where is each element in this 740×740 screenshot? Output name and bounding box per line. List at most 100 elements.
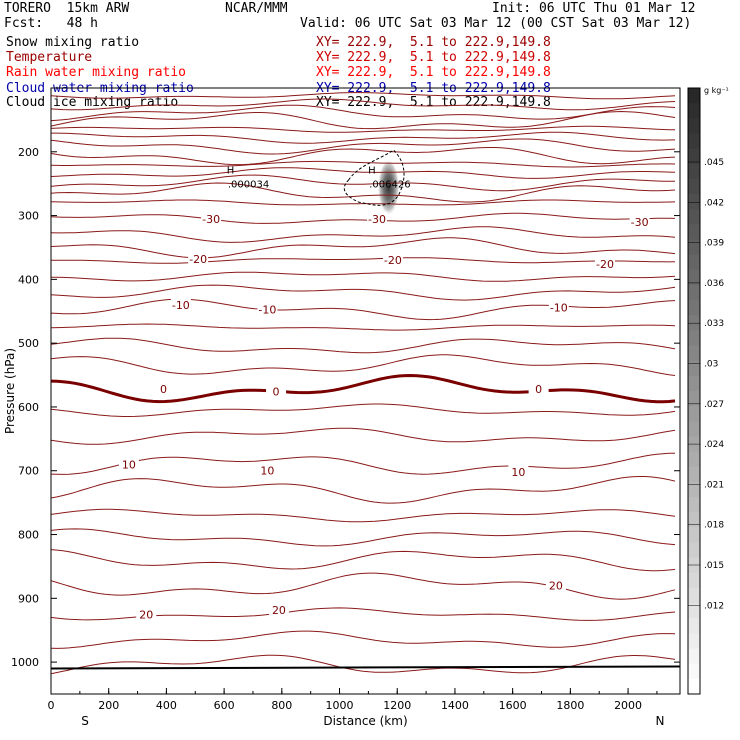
colorbar-swatch bbox=[688, 269, 700, 286]
colorbar-swatch bbox=[688, 254, 700, 271]
isotherm-line bbox=[50, 212, 676, 224]
x-tick-label: 0 bbox=[48, 699, 55, 712]
colorbar-tick-label: .024 bbox=[704, 440, 724, 450]
colorbar-swatch bbox=[688, 224, 700, 240]
colorbar-swatch bbox=[688, 148, 700, 165]
isotherm-line bbox=[50, 630, 676, 649]
isotherm-label-bg bbox=[545, 578, 566, 591]
isotherm-line bbox=[50, 298, 676, 321]
x-axis-label: Distance (km) bbox=[323, 714, 407, 728]
y-tick-label: 1000 bbox=[11, 656, 39, 669]
isotherm-line bbox=[50, 138, 676, 155]
isotherm-line bbox=[50, 125, 676, 133]
isotherm-label: -30 bbox=[368, 213, 386, 226]
isotherm-label: -20 bbox=[596, 258, 614, 271]
legend-rain: Rain water mixing ratio bbox=[6, 65, 187, 80]
isotherm-line bbox=[50, 354, 676, 376]
colorbar-tick-label: .018 bbox=[704, 521, 724, 531]
y-tick-label: 500 bbox=[18, 337, 39, 350]
isotherm-label: 0 bbox=[273, 386, 280, 399]
isotherm-label-bg bbox=[118, 457, 139, 470]
isotherm-line bbox=[50, 427, 676, 445]
isotherm-label: -20 bbox=[384, 254, 402, 267]
x-tick-label: 2000 bbox=[614, 699, 642, 712]
forecast-hour: Fcst: 48 h bbox=[4, 16, 98, 31]
north-label: N bbox=[656, 714, 665, 728]
model-title: TORERO 15km ARW bbox=[4, 1, 130, 16]
max-marker-h: H bbox=[227, 166, 235, 177]
isotherm-line bbox=[50, 508, 676, 523]
y-tick-label: 200 bbox=[18, 146, 39, 159]
colorbar-tick-label: .021 bbox=[704, 480, 724, 490]
colorbar-swatch bbox=[688, 194, 700, 210]
x-tick-label: 1800 bbox=[556, 699, 584, 712]
y-tick-label: 300 bbox=[18, 210, 39, 223]
colorbar-swatch bbox=[688, 300, 700, 316]
isotherm-label-bg bbox=[629, 214, 650, 227]
x-tick-label: 800 bbox=[271, 699, 292, 712]
y-tick-label: 900 bbox=[18, 592, 39, 605]
isotherm-line bbox=[50, 167, 676, 179]
isotherm-label: 20 bbox=[272, 604, 286, 617]
colorbar-unit: g kg⁻¹ bbox=[704, 86, 729, 95]
colorbar-tick-label: .033 bbox=[704, 319, 724, 329]
isotherm-label: -30 bbox=[631, 216, 649, 229]
isotherm-line bbox=[50, 373, 676, 404]
isotherm-label-bg bbox=[548, 300, 569, 313]
isotherm-label: -20 bbox=[189, 253, 207, 266]
colorbar-swatch bbox=[688, 360, 700, 377]
isotherm-label: -10 bbox=[550, 301, 568, 314]
y-tick-label: 700 bbox=[18, 465, 39, 478]
y-tick-label: 400 bbox=[18, 273, 39, 286]
colorbar-tick-label: .039 bbox=[704, 239, 724, 249]
isotherm-label-bg bbox=[594, 257, 615, 270]
colorbar-swatch bbox=[688, 391, 700, 407]
colorbar-tick-label: .012 bbox=[704, 601, 724, 611]
colorbar-swatch bbox=[688, 603, 700, 619]
isotherm-line bbox=[50, 549, 676, 572]
colorbar-swatch bbox=[688, 421, 700, 437]
isotherm-line bbox=[50, 452, 676, 475]
colorbar-swatch bbox=[688, 633, 700, 650]
colorbar-swatch bbox=[688, 345, 700, 362]
surface-line bbox=[50, 665, 681, 670]
colorbar-swatch bbox=[688, 678, 700, 695]
isotherm-label-bg bbox=[382, 253, 403, 266]
max-marker-value: .000034 bbox=[228, 180, 269, 191]
south-label: S bbox=[81, 714, 89, 728]
x-tick-label: 1400 bbox=[441, 699, 469, 712]
colorbar-swatch bbox=[688, 587, 700, 604]
colorbar-swatch bbox=[688, 209, 700, 225]
colorbar-tick-label: .042 bbox=[704, 198, 724, 208]
center-label: NCAR/MMM bbox=[225, 1, 288, 16]
isotherm-label: -30 bbox=[202, 213, 220, 226]
colorbar-frame bbox=[687, 87, 701, 695]
isotherm-line bbox=[51, 131, 676, 144]
colorbar-swatch bbox=[688, 330, 700, 347]
isotherm-line bbox=[50, 147, 676, 166]
isotherm-label-bg bbox=[266, 384, 287, 397]
isotherm-line bbox=[50, 654, 676, 675]
isotherm-line bbox=[51, 257, 676, 264]
isotherm-label: -10 bbox=[258, 303, 276, 316]
isotherm-line bbox=[50, 182, 676, 203]
isotherm-label: 0 bbox=[535, 383, 542, 396]
legend-temperature-xy: XY= 222.9, 5.1 to 222.9,149.8 bbox=[316, 50, 551, 65]
colorbar-swatch bbox=[688, 88, 700, 104]
isotherm-label-bg bbox=[188, 251, 209, 264]
y-tick-label: 800 bbox=[18, 529, 39, 542]
colorbar-swatch bbox=[688, 497, 700, 513]
colorbar-tick-label: .045 bbox=[704, 158, 724, 168]
isotherm-label-bg bbox=[257, 463, 278, 476]
isotherm-label-bg bbox=[367, 211, 388, 224]
isotherm-label: 10 bbox=[260, 465, 274, 478]
colorbar-swatch bbox=[688, 118, 700, 134]
isotherm-label-bg bbox=[201, 211, 222, 224]
x-tick-label: 600 bbox=[214, 699, 235, 712]
colorbar-swatch bbox=[688, 451, 700, 468]
colorbar-swatch bbox=[688, 542, 700, 559]
isotherm-label-bg bbox=[528, 382, 549, 395]
colorbar-swatch bbox=[688, 284, 700, 301]
colorbar-tick-label: .015 bbox=[704, 561, 724, 571]
legend-snow-xy: XY= 222.9, 5.1 to 222.9,149.8 bbox=[316, 35, 551, 50]
